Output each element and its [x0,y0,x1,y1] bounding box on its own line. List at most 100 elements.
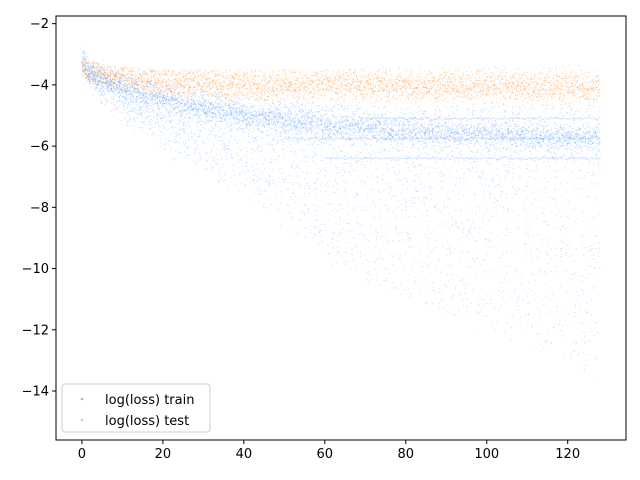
data-point-train [82,71,84,73]
data-point-train [171,140,173,142]
data-point-train [149,120,151,122]
data-point-train [164,106,167,109]
data-point-train [183,131,185,133]
data-point-train [382,127,384,129]
data-point-train [250,123,252,125]
data-point-train [161,106,163,109]
data-point-train [283,100,285,102]
data-point-train [358,160,360,162]
data-point-train [82,60,84,62]
data-point-train [166,108,168,110]
data-point-train [220,129,222,131]
data-point-train [332,185,334,187]
data-point-train [290,231,292,233]
data-point-train [365,137,367,139]
data-point-train [286,133,288,135]
data-point-train [87,75,89,77]
data-point-train [264,159,266,161]
data-point-train [369,130,371,132]
data-point-train [279,117,282,119]
data-point-train [204,100,206,102]
data-point-train [93,80,95,82]
data-point-train [400,293,402,295]
data-point-train [275,132,277,134]
data-point-train [343,260,345,262]
data-point-train [119,82,121,84]
data-point-train [124,83,126,85]
data-point-train [91,77,93,79]
data-point-train [291,181,293,183]
data-point-train [230,96,232,99]
data-point-train [404,201,406,203]
data-point-train [108,81,111,83]
data-point-train [81,62,84,64]
data-point-train [383,123,386,125]
data-point-train [354,122,356,124]
data-point-train [278,104,280,106]
data-point-train [116,88,118,91]
data-point-train [158,91,160,93]
data-point-train [123,108,125,111]
data-point-train [99,80,101,82]
data-point-train [376,279,379,281]
data-point-train [141,112,143,114]
data-point-train [305,123,307,125]
data-point-train [315,153,317,155]
data-point-train [119,80,122,82]
data-point-train [261,118,263,120]
data-point-train [88,65,90,67]
data-point-train [297,164,299,166]
data-point-train [90,72,92,74]
data-point-train [106,99,108,101]
data-point-train [171,98,173,100]
data-point-train [240,105,242,107]
data-point-train [258,110,260,112]
data-point-train [252,117,254,120]
data-point-train [410,131,412,133]
data-point-train [290,112,292,114]
data-point-train [213,94,215,96]
data-point-train [163,97,165,99]
data-point-train [116,107,118,109]
data-point-train [415,133,417,135]
data-point-train [392,264,394,266]
data-point-train [219,107,221,109]
data-point-train [278,210,280,212]
data-point-train [146,100,148,102]
data-point-train [118,89,120,91]
data-point-train [168,96,170,98]
data-point-train [179,105,181,107]
data-point-train [135,92,137,94]
data-point-train [283,148,285,150]
data-point-train [240,149,242,151]
data-point-train [194,142,196,144]
data-point-train [360,128,362,130]
data-point-train [228,112,230,114]
data-point-train [253,140,255,142]
data-point-train [156,102,159,104]
data-point-train [397,139,400,142]
data-point-train [227,101,230,103]
data-point-train [101,70,103,72]
data-point-train [131,78,133,80]
data-point-train [219,125,221,127]
data-point-train [133,98,135,100]
data-point-train [212,159,214,161]
data-point-train [173,141,175,144]
data-point-train [106,81,108,83]
data-point-train [340,115,342,117]
data-point-train [380,126,383,129]
data-point-train [88,73,91,75]
data-point-train [321,241,323,243]
data-point-train [300,138,303,140]
data-point-train [233,103,235,105]
data-point-train [318,120,320,122]
data-point-train [261,131,263,133]
data-point-train [328,117,330,119]
data-point-train [284,132,287,134]
data-point-train [119,83,121,85]
data-point-train [276,120,278,122]
data-point-train [315,134,317,136]
data-point-train [182,118,184,120]
data-point-train [281,124,283,127]
